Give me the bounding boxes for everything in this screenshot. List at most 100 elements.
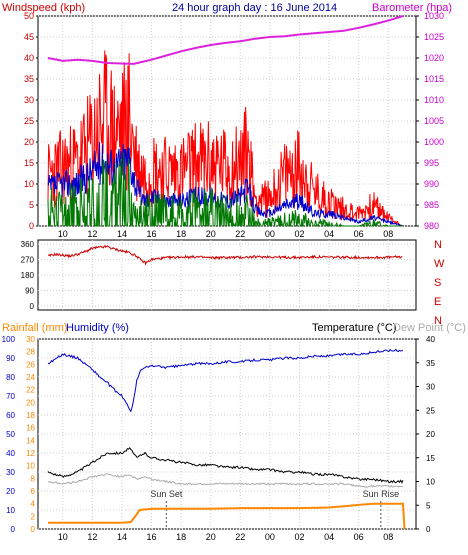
rainfall-tick-label: 26 <box>26 360 35 369</box>
time-tick-label: 14 <box>117 532 127 542</box>
humidity-tick-label: 100 <box>2 335 16 344</box>
windspeed-tick-label: 25 <box>24 116 34 126</box>
rainfall-tick-label: 4 <box>31 500 36 509</box>
windspeed-tick-label: 35 <box>24 74 34 84</box>
temperature-tick-label: 35 <box>426 359 435 368</box>
time-tick-label: 20 <box>206 229 216 239</box>
series-temperature <box>47 446 404 484</box>
rainfall-tick-label: 28 <box>26 348 35 357</box>
temperature-tick-label: 10 <box>426 478 435 487</box>
barometer-tick-label: 1015 <box>424 74 444 84</box>
temperature-tick-label: 5 <box>426 501 431 510</box>
time-tick-label: 14 <box>117 229 127 239</box>
temp-time-axis: 10 12 14 16 18 20 22 00 02 04 06 08 <box>58 532 393 542</box>
barometer-axis-label: Barometer (hpa) <box>372 2 452 14</box>
temperature-tick-label: 20 <box>426 430 435 439</box>
barometer-tick-label: 995 <box>424 158 439 168</box>
series-wind_low <box>47 152 403 228</box>
humidity-tick-label: 30 <box>6 468 15 477</box>
time-tick-label: 06 <box>354 532 364 542</box>
time-tick-label: 12 <box>87 229 97 239</box>
compass-label: S <box>434 277 441 289</box>
windspeed-tick-label: 5 <box>29 200 34 210</box>
humidity-tick-label: 0 <box>11 525 16 534</box>
direction-tick-label: 360 <box>21 240 35 249</box>
sun-event-label: Sun Rise <box>363 489 400 499</box>
temperature-axis-label: Temperature (°C) <box>312 322 396 334</box>
barometer-tick-label: 985 <box>424 200 439 210</box>
time-tick-label: 20 <box>206 532 216 542</box>
direction-grid <box>38 240 416 310</box>
compass-label: N <box>434 239 442 251</box>
chart-title: 24 hour graph day : 16 June 2014 <box>172 2 337 14</box>
barometer-axis: 980 985 990 995 1000 1005 1010 1015 1020 1025 1030 <box>416 11 444 231</box>
sun-event-label: Sun Set <box>150 489 183 499</box>
windspeed-tick-label: 20 <box>24 137 34 147</box>
time-tick-label: 02 <box>294 532 304 542</box>
time-tick-label: 04 <box>324 229 334 239</box>
windspeed-tick-label: 30 <box>24 95 34 105</box>
humidity-tick-label: 80 <box>6 373 15 382</box>
temp-grid <box>38 338 416 530</box>
wind-series <box>47 15 404 228</box>
humidity-tick-label: 70 <box>6 392 15 401</box>
time-tick-label: 10 <box>58 229 68 239</box>
windspeed-tick-label: 15 <box>24 158 34 168</box>
time-tick-label: 22 <box>235 229 245 239</box>
series-barometer <box>47 15 404 65</box>
humidity-axis-label: Humidity (%) <box>66 322 129 334</box>
rainfall-tick-label: 10 <box>26 462 35 471</box>
humidity-tick-label: 20 <box>6 487 15 496</box>
humidity-axis: 0 10 20 30 40 50 60 70 80 90 100 <box>2 335 16 534</box>
direction-tick-label: 180 <box>21 271 35 280</box>
rainfall-tick-label: 22 <box>26 386 35 395</box>
time-tick-label: 00 <box>265 532 275 542</box>
direction-axis: 0 90 180 270 360 <box>21 240 35 311</box>
series-wind-direction <box>48 245 403 266</box>
windspeed-axis-label: Windspeed (kph) <box>2 2 85 14</box>
temperature-axis: 0 5 10 15 20 25 30 35 40 <box>416 335 435 534</box>
time-tick-label: 04 <box>324 532 334 542</box>
barometer-tick-label: 1005 <box>424 116 444 126</box>
series-dewpoint <box>47 473 404 488</box>
temperature-tick-label: 0 <box>426 525 431 534</box>
rainfall-tick-label: 16 <box>26 424 35 433</box>
time-tick-label: 22 <box>235 532 245 542</box>
humidity-tick-label: 40 <box>6 449 15 458</box>
barometer-tick-label: 980 <box>424 221 439 231</box>
direction-series <box>48 245 403 266</box>
rainfall-tick-label: 20 <box>26 398 35 407</box>
humidity-tick-label: 90 <box>6 354 15 363</box>
rainfall-tick-label: 6 <box>31 487 36 496</box>
direction-tick-label: 0 <box>30 302 35 311</box>
time-tick-label: 18 <box>176 229 186 239</box>
rainfall-tick-label: 18 <box>26 411 35 420</box>
compass-label: N <box>434 315 442 327</box>
windspeed-tick-label: 45 <box>24 32 34 42</box>
humidity-tick-label: 50 <box>6 430 15 439</box>
temperature-tick-label: 25 <box>426 406 435 415</box>
time-tick-label: 10 <box>58 532 68 542</box>
time-tick-label: 02 <box>294 229 304 239</box>
rainfall-tick-label: 0 <box>31 525 36 534</box>
windspeed-tick-label: 50 <box>24 11 34 21</box>
rainfall-axis-label: Rainfall (mm) <box>2 322 67 334</box>
rainfall-tick-label: 2 <box>31 512 36 521</box>
time-tick-label: 12 <box>87 532 97 542</box>
time-tick-label: 16 <box>147 229 157 239</box>
time-tick-label: 18 <box>176 532 186 542</box>
windspeed-axis: 0 5 10 15 20 25 30 35 40 45 50 <box>24 11 38 231</box>
windspeed-tick-label: 0 <box>29 221 34 231</box>
time-tick-label: 06 <box>354 229 364 239</box>
temperature-tick-label: 30 <box>426 383 435 392</box>
rainfall-tick-label: 8 <box>31 474 36 483</box>
barometer-tick-label: 1020 <box>424 53 444 63</box>
dewpoint-axis-label: Dew Point (°C) <box>393 322 466 334</box>
rainfall-tick-label: 30 <box>26 335 35 344</box>
